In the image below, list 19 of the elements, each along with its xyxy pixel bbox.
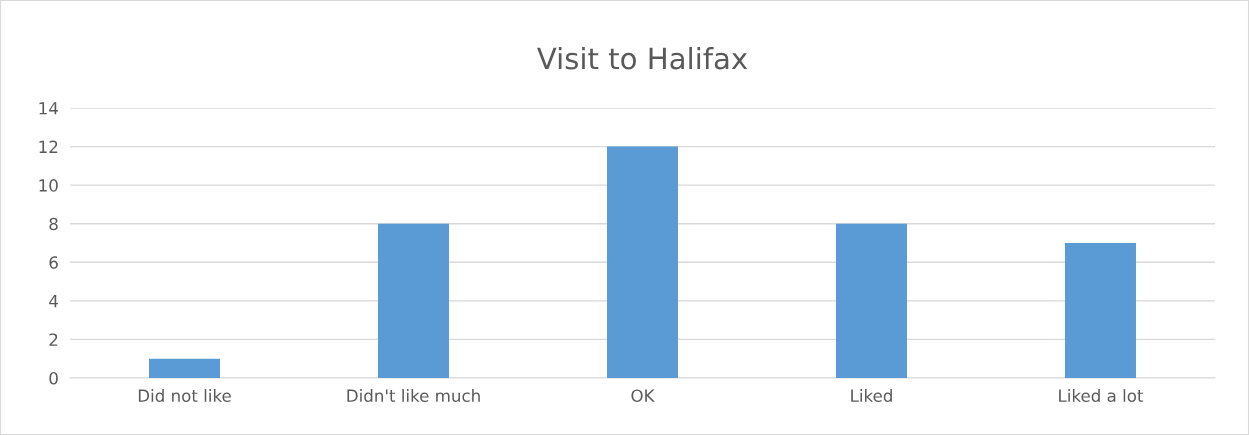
y-tick-label: 8 [49,217,58,231]
y-tick-label: 12 [39,140,58,153]
bar [1065,243,1136,378]
bar [378,223,449,378]
chart-title: Visit to Halifax [537,46,748,70]
x-tick-label: Did not like [138,389,231,403]
x-tick-label: OK [631,389,655,403]
y-tick-label: 14 [39,102,58,115]
x-tick-label: Liked a lot [1059,389,1144,403]
y-tick-label: 4 [49,295,58,308]
y-tick-label: 2 [49,333,58,346]
x-tick-label: Didn't like much [347,389,480,403]
bar [149,358,220,378]
y-tick-label: 0 [49,371,58,385]
x-tick-label: Liked [851,389,892,403]
bar [607,146,678,378]
y-tick-label: 6 [49,256,58,269]
bar [836,223,907,378]
y-tick-label: 10 [39,179,58,192]
